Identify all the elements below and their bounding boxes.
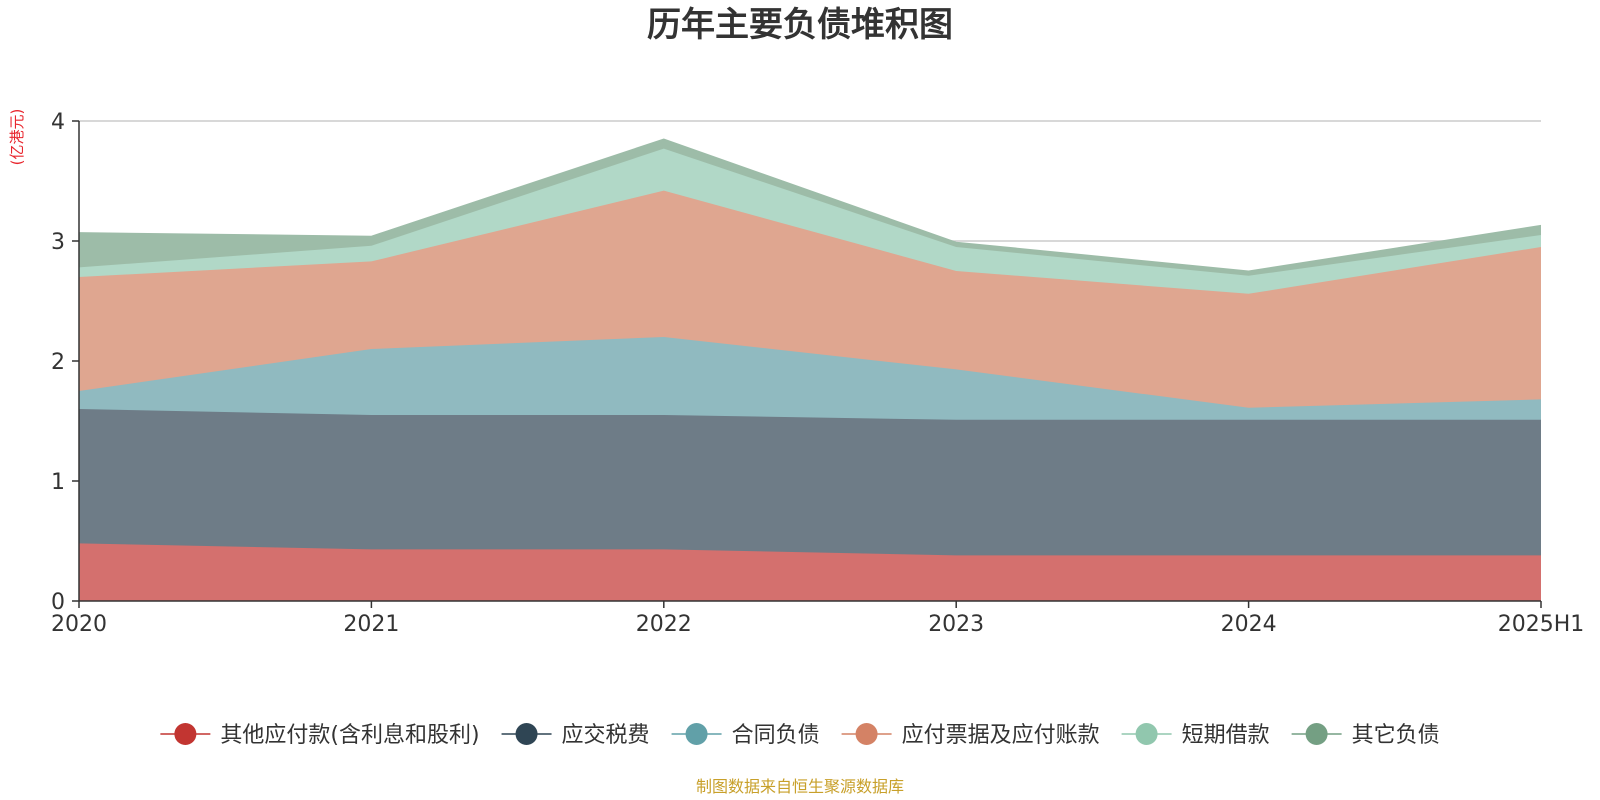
area-series-0 — [79, 543, 1541, 601]
y-tick-label: 3 — [51, 230, 65, 255]
data-source-note: 制图数据来自恒生聚源数据库 — [696, 777, 904, 796]
y-tick-label: 0 — [51, 590, 65, 615]
legend-label: 应付票据及应付账款 — [902, 723, 1100, 748]
x-tick-label: 2025H1 — [1498, 612, 1585, 637]
legend[interactable]: 其他应付款(含利息和股利) 应交税费 合同负债 应付票据及应付账款 短期借款 其它负债 — [160, 723, 1440, 748]
legend-marker — [1135, 723, 1158, 745]
x-tick-label: 2024 — [1221, 612, 1277, 637]
y-tick-label: 2 — [51, 350, 65, 375]
area-series-1 — [79, 409, 1541, 556]
legend-marker — [174, 723, 197, 745]
legend-marker — [855, 723, 878, 745]
y-tick-label: 1 — [51, 470, 65, 495]
x-tick-label: 2022 — [636, 612, 692, 637]
x-tick-label: 2021 — [343, 612, 399, 637]
legend-marker — [515, 723, 538, 745]
y-tick-labels: 0 1 2 3 4 — [51, 110, 65, 615]
legend-item-3[interactable]: 应付票据及应付账款 — [841, 723, 1100, 748]
legend-item-5[interactable]: 其它负债 — [1291, 723, 1440, 748]
legend-marker — [685, 723, 708, 745]
legend-label: 合同负债 — [732, 723, 820, 748]
legend-item-0[interactable]: 其他应付款(含利息和股利) — [160, 723, 480, 748]
x-tick-label: 2020 — [51, 612, 107, 637]
y-tick-label: 4 — [51, 110, 65, 135]
legend-label: 短期借款 — [1182, 723, 1270, 748]
legend-item-4[interactable]: 短期借款 — [1121, 723, 1270, 748]
legend-item-2[interactable]: 合同负债 — [671, 723, 820, 748]
x-tick-label: 2023 — [928, 612, 984, 637]
y-axis-unit-label: (亿港元) — [8, 109, 26, 166]
axes — [72, 120, 1542, 608]
legend-item-1[interactable]: 应交税费 — [501, 723, 650, 748]
legend-label: 应交税费 — [562, 723, 650, 748]
series-areas — [78, 138, 1542, 601]
area-series-3 — [79, 190, 1541, 408]
legend-label: 其他应付款(含利息和股利) — [220, 723, 479, 748]
chart-title: 历年主要负债堆积图 — [647, 5, 953, 45]
legend-label: 其它负债 — [1352, 723, 1440, 748]
x-tick-labels: 2020 2021 2022 2023 2024 2025H1 — [51, 612, 1584, 637]
area-series-2 — [79, 337, 1541, 420]
area-line-5 — [78, 138, 1542, 272]
area-series-4 — [79, 148, 1541, 294]
legend-marker — [1305, 723, 1328, 745]
